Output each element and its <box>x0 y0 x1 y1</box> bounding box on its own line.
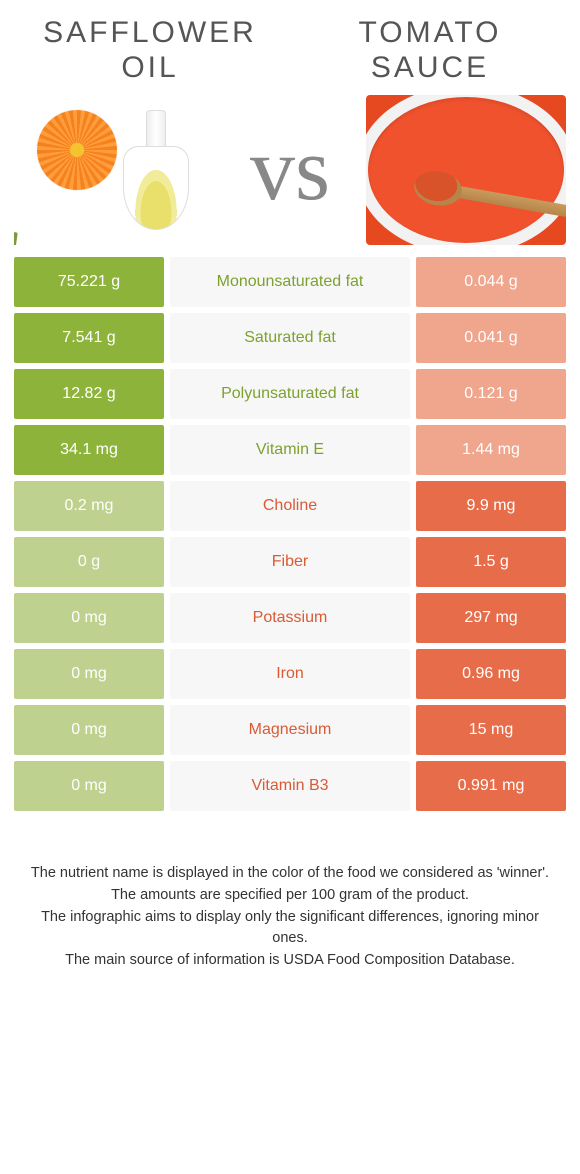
nutrient-name: Fiber <box>170 537 410 587</box>
left-value: 0 g <box>14 537 164 587</box>
nutrient-name: Iron <box>170 649 410 699</box>
safflower-icon <box>37 110 117 190</box>
table-row: 0 mgMagnesium15 mg <box>14 705 566 755</box>
footnote-line: The nutrient name is displayed in the co… <box>30 863 550 885</box>
table-row: 0 mgIron0.96 mg <box>14 649 566 699</box>
left-value: 75.221 g <box>14 257 164 307</box>
right-value: 1.44 mg <box>416 425 566 475</box>
flask-icon <box>121 110 191 230</box>
images-row: vs <box>0 95 580 257</box>
table-row: 0 gFiber1.5 g <box>14 537 566 587</box>
left-value: 0 mg <box>14 705 164 755</box>
footnote-line: The amounts are specified per 100 gram o… <box>30 885 550 907</box>
right-value: 15 mg <box>416 705 566 755</box>
table-row: 12.82 gPolyunsaturated fat0.121 g <box>14 369 566 419</box>
right-value: 0.044 g <box>416 257 566 307</box>
stem-icon <box>14 232 18 245</box>
right-value: 297 mg <box>416 593 566 643</box>
right-value: 0.121 g <box>416 369 566 419</box>
pot-icon <box>366 95 566 245</box>
nutrient-name: Saturated fat <box>170 313 410 363</box>
right-value: 9.9 mg <box>416 481 566 531</box>
table-row: 7.541 gSaturated fat0.041 g <box>14 313 566 363</box>
right-value: 0.96 mg <box>416 649 566 699</box>
nutrient-name: Potassium <box>170 593 410 643</box>
comparison-table: 75.221 gMonounsaturated fat0.044 g 7.541 … <box>14 257 566 811</box>
footnote-line: The main source of information is USDA F… <box>30 950 550 972</box>
table-row: 75.221 gMonounsaturated fat0.044 g <box>14 257 566 307</box>
left-value: 0 mg <box>14 649 164 699</box>
vs-label: vs <box>250 125 330 215</box>
left-value: 0 mg <box>14 761 164 811</box>
nutrient-name: Monounsaturated fat <box>170 257 410 307</box>
header: Safflower oil Tomato sauce <box>0 0 580 95</box>
nutrient-name: Polyunsaturated fat <box>170 369 410 419</box>
left-value: 0.2 mg <box>14 481 164 531</box>
table-row: 0 mgVitamin B30.991 mg <box>14 761 566 811</box>
nutrient-name: Vitamin E <box>170 425 410 475</box>
nutrient-name: Choline <box>170 481 410 531</box>
nutrient-name: Vitamin B3 <box>170 761 410 811</box>
title-right: Tomato sauce <box>304 16 556 85</box>
right-value: 0.041 g <box>416 313 566 363</box>
nutrient-name: Magnesium <box>170 705 410 755</box>
table-row: 34.1 mgVitamin E1.44 mg <box>14 425 566 475</box>
footnotes: The nutrient name is displayed in the co… <box>0 817 580 972</box>
footnote-line: The infographic aims to display only the… <box>30 907 550 951</box>
right-value: 0.991 mg <box>416 761 566 811</box>
left-value: 34.1 mg <box>14 425 164 475</box>
image-tomato-sauce <box>366 95 566 245</box>
left-value: 12.82 g <box>14 369 164 419</box>
right-value: 1.5 g <box>416 537 566 587</box>
title-left: Safflower oil <box>24 16 276 85</box>
image-safflower-oil <box>14 95 214 245</box>
table-row: 0 mgPotassium297 mg <box>14 593 566 643</box>
left-value: 7.541 g <box>14 313 164 363</box>
left-value: 0 mg <box>14 593 164 643</box>
table-row: 0.2 mgCholine9.9 mg <box>14 481 566 531</box>
